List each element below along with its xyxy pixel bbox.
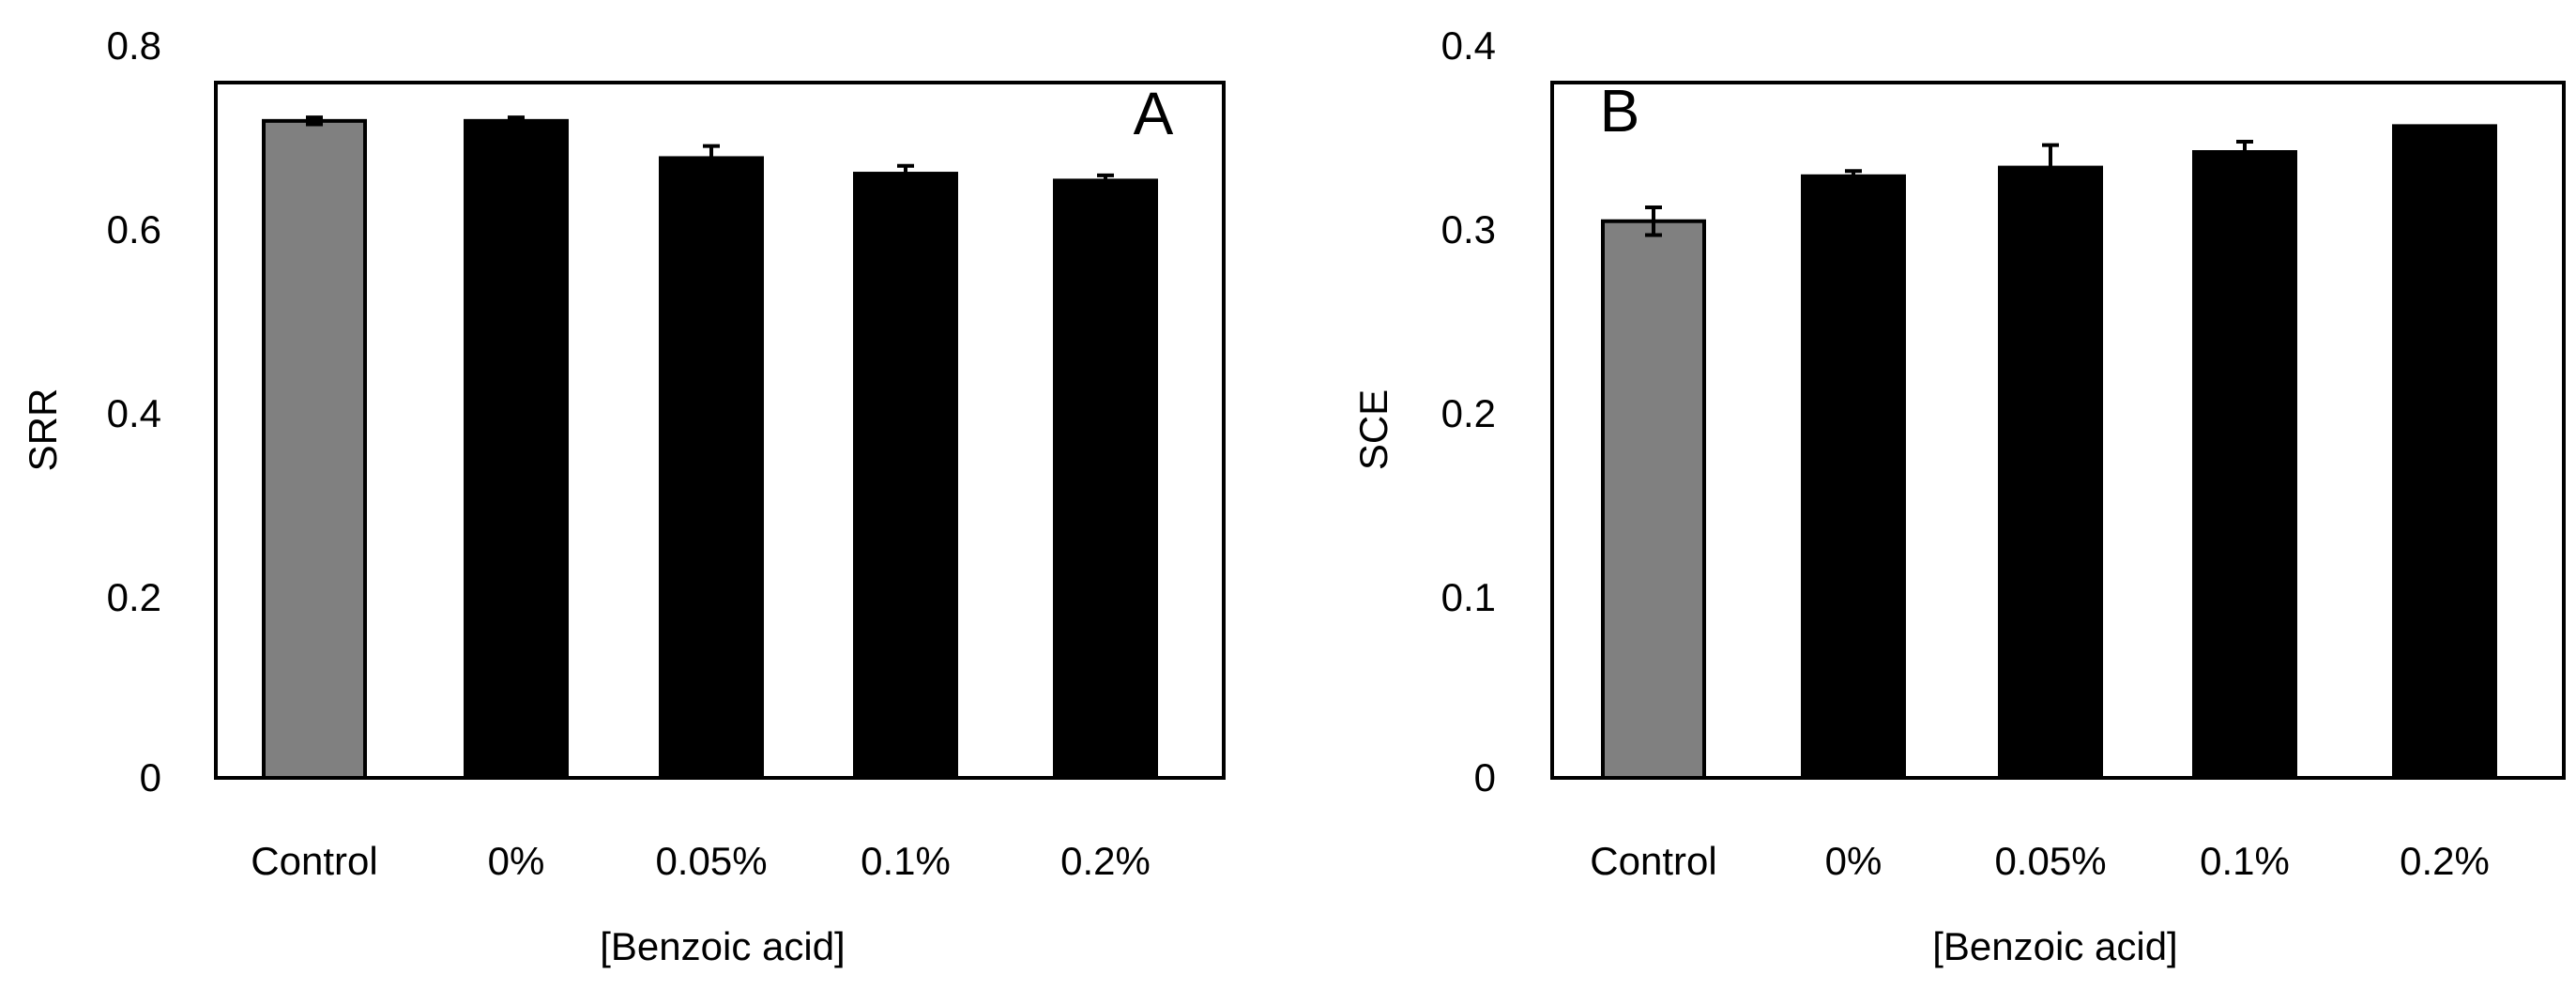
error-bar-b-2	[2042, 143, 2059, 192]
x-tick-label: 0.1%	[861, 839, 951, 883]
x-tick-labels-b: Control 0% 0.05% 0.1% 0.2%	[1590, 839, 2490, 883]
chart-panel-a: 0 0.2 0.4 0.6 0.8 Control 0% 0.05% 0.1% …	[21, 23, 1226, 968]
x-tick-label: 0%	[1825, 839, 1882, 883]
y-tick-label: 0	[140, 755, 161, 799]
x-tick-label: 0.1%	[2200, 839, 2290, 883]
bar-a-1	[464, 118, 569, 781]
error-bar-b-3	[2236, 139, 2253, 165]
y-axis-title-a: SRR	[21, 388, 65, 472]
error-bar-b-1	[1845, 169, 1862, 184]
x-tick-labels-a: Control 0% 0.05% 0.1% 0.2%	[251, 839, 1151, 883]
y-tick-label: 0.2	[1441, 391, 1496, 435]
x-tick-label: 0.05%	[1994, 839, 2106, 883]
error-bar-a-1	[508, 115, 525, 127]
x-tick-label: 0.05%	[655, 839, 767, 883]
x-axis-title-a: [Benzoic acid]	[600, 924, 845, 968]
bar-b-3	[2192, 150, 2297, 780]
bars-a	[262, 118, 1158, 781]
y-tick-label: 0.6	[107, 207, 161, 251]
bar-b-2	[1998, 165, 2103, 781]
chart-panel-b: 0 0.1 0.2 0.3 0.4 Control 0% 0.05% 0.1% …	[1351, 23, 2566, 968]
y-tick-label: 0	[1474, 755, 1496, 799]
error-bars-a	[306, 115, 1114, 188]
y-tick-label: 0.8	[107, 23, 161, 68]
y-tick-label: 0.3	[1441, 207, 1496, 251]
y-tick-labels-b: 0 0.1 0.2 0.3 0.4	[1441, 23, 1496, 799]
bar-b-4	[2392, 124, 2497, 780]
x-tick-label: 0.2%	[1060, 839, 1151, 883]
x-tick-label: Control	[251, 839, 377, 883]
y-tick-label: 0.2	[107, 575, 161, 619]
x-axis-title-b: [Benzoic acid]	[1932, 924, 2177, 968]
x-tick-label: 0%	[488, 839, 545, 883]
error-bar-a-0	[306, 115, 323, 127]
x-tick-label: Control	[1590, 839, 1716, 883]
panel-letter-b: B	[1600, 77, 1640, 145]
bar-b-0	[1601, 219, 1706, 780]
error-bar-b-0	[1645, 205, 1662, 237]
error-bar-a-3	[897, 163, 914, 184]
bar-a-3	[853, 172, 958, 780]
y-axis-title-b: SCE	[1351, 389, 1395, 470]
bar-a-4	[1053, 178, 1158, 780]
y-tick-labels-a: 0 0.2 0.4 0.6 0.8	[107, 23, 161, 799]
bar-a-2	[659, 156, 764, 780]
panel-letter-a: A	[1134, 80, 1174, 147]
y-tick-label: 0.4	[107, 391, 161, 435]
error-bar-a-4	[1097, 173, 1114, 188]
error-bars-b	[1645, 139, 2253, 237]
bar-a-0	[262, 118, 367, 781]
bar-b-1	[1801, 174, 1906, 780]
error-bar-a-2	[703, 144, 720, 173]
y-tick-label: 0.1	[1441, 575, 1496, 619]
y-tick-label: 0.4	[1441, 23, 1496, 68]
bars-b	[1601, 124, 2497, 781]
x-tick-label: 0.2%	[2400, 839, 2490, 883]
